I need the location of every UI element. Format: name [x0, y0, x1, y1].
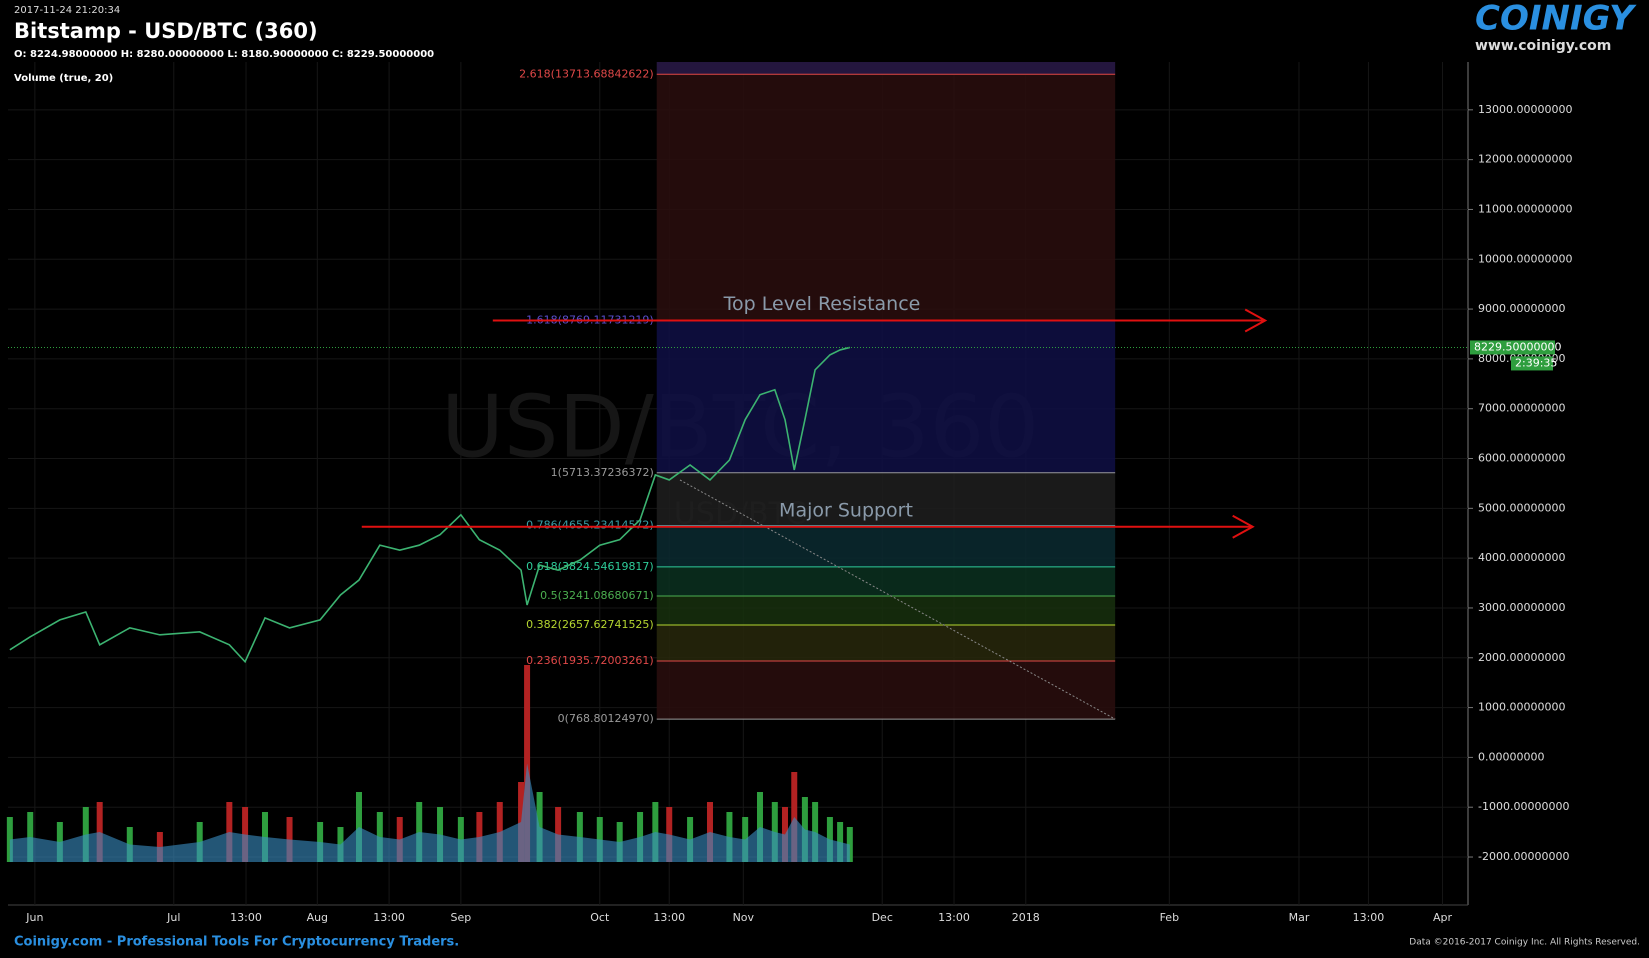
fib-band [656, 74, 1116, 321]
x-tick-label: 13:00 [938, 911, 970, 924]
logo: COINIGY [1475, 0, 1637, 39]
x-tick-label: Nov [733, 911, 755, 924]
volume-area [9, 763, 850, 862]
y-tick-label: 6000.00000000 [1478, 452, 1565, 465]
fib-label: 0.786(4655.23414572) [526, 519, 654, 532]
timestamp: 2017-11-24 21:20:34 [14, 5, 120, 16]
y-tick-label: 0.00000000 [1478, 750, 1544, 763]
trend-line [679, 479, 1116, 720]
volume-label: Volume (true, 20) [14, 73, 113, 84]
y-tick-label: 12000.00000000 [1478, 153, 1572, 166]
y-tick-label: 3000.00000000 [1478, 601, 1565, 614]
fib-label: 0.5(3241.08680671) [540, 589, 654, 602]
countdown-box [1511, 356, 1553, 371]
x-tick-label: Oct [590, 911, 610, 924]
volume-bar [126, 827, 133, 862]
last-price-box [1470, 340, 1555, 355]
annotation: Major Support [779, 499, 913, 521]
x-tick-label: Jul [166, 911, 180, 924]
y-tick-label: -1000.00000000 [1478, 800, 1569, 813]
fib-band [656, 472, 1116, 526]
y-tick-label: 7000.00000000 [1478, 402, 1565, 415]
fib-label: 1(5713.37236372) [551, 466, 654, 479]
chart-title: Bitstamp - USD/BTC (360) [14, 19, 318, 43]
x-tick-label: Apr [1433, 911, 1453, 924]
y-tick-label: 4000.00000000 [1478, 551, 1565, 564]
fib-label: 2.618(13713.68842622) [519, 67, 654, 80]
x-tick-label: 13:00 [1353, 911, 1385, 924]
y-tick-label: 10000.00000000 [1478, 252, 1572, 265]
y-tick-label: 13000.00000000 [1478, 103, 1572, 116]
footer-left: Coinigy.com - Professional Tools For Cry… [14, 935, 459, 950]
price-line [9, 346, 851, 664]
last-price-label: 8229.50000000 [1474, 340, 1561, 353]
fib-band [656, 525, 1116, 567]
x-tick-label: Dec [872, 911, 893, 924]
x-tick-label: Sep [450, 911, 471, 924]
ohlc: O: 8224.98000000 H: 8280.00000000 L: 818… [14, 49, 434, 60]
fib-band [656, 566, 1116, 596]
fib-top [656, 62, 1116, 75]
volume-bar [27, 812, 34, 862]
x-tick-label: Jun [25, 911, 43, 924]
fib-band [656, 320, 1116, 473]
fib-band [656, 595, 1116, 626]
y-tick-label: 2000.00000000 [1478, 651, 1565, 664]
x-tick-label: Feb [1160, 911, 1179, 924]
annotation: Top Level Resistance [723, 293, 921, 315]
x-tick-label: 2018 [1012, 911, 1040, 924]
logo-url: www.coinigy.com [1475, 38, 1611, 54]
fib-label: 0.382(2657.62741525) [526, 618, 654, 631]
y-tick-label: 1000.00000000 [1478, 701, 1565, 714]
footer-right: Data ©2016-2017 Coinigy Inc. All Rights … [1409, 938, 1640, 948]
countdown: 2:39:35 [1515, 356, 1557, 369]
fib-label: 0.236(1935.72003261) [526, 654, 654, 667]
y-tick-label: 11000.00000000 [1478, 202, 1572, 215]
fib-band [656, 625, 1116, 661]
x-tick-label: 13:00 [373, 911, 405, 924]
y-tick-label: 9000.00000000 [1478, 302, 1565, 315]
x-tick-label: 13:00 [653, 911, 685, 924]
x-tick-label: Mar [1289, 911, 1310, 924]
arrow-head [1244, 308, 1268, 333]
fib-band [656, 660, 1116, 720]
x-tick-label: Aug [307, 911, 328, 924]
y-tick-label: -2000.00000000 [1478, 850, 1569, 863]
fib-label: 0(768.80124970) [558, 712, 654, 725]
y-tick-label: 5000.00000000 [1478, 501, 1565, 514]
x-tick-label: 13:00 [230, 911, 262, 924]
arrow-head [1232, 514, 1255, 539]
